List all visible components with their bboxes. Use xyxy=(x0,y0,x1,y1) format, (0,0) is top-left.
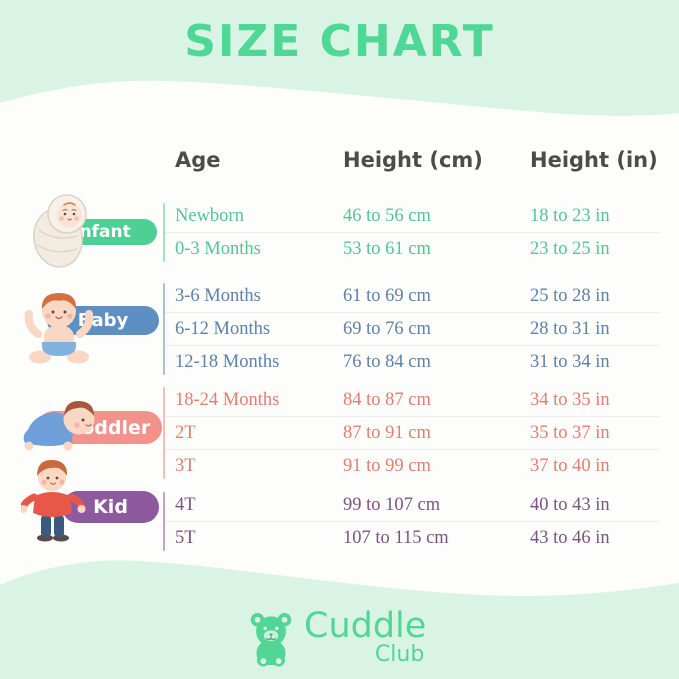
height-cm-cell: 76 to 84 cm xyxy=(343,351,431,372)
height-in-cell: 25 to 28 in xyxy=(530,285,610,306)
table-row: Newborn 46 to 56 cm 18 to 23 in xyxy=(165,200,660,232)
height-in-cell: 34 to 35 in xyxy=(530,389,610,410)
age-cell: 2T xyxy=(175,422,196,443)
height-cm-cell: 46 to 56 cm xyxy=(343,205,431,226)
teddy-bear-icon xyxy=(250,612,292,667)
toddler-label-pill: Toddler xyxy=(37,411,162,444)
height-in-cell: 35 to 37 in xyxy=(530,422,610,443)
page-title: SIZE CHART xyxy=(184,16,495,67)
header-height-cm: Height (cm) xyxy=(343,148,483,172)
size-group-infant: Newborn 46 to 56 cm 18 to 23 in 0-3 Mont… xyxy=(163,200,660,265)
table-row: 2T 87 to 91 cm 35 to 37 in xyxy=(165,416,660,449)
height-in-cell: 40 to 43 in xyxy=(530,494,610,515)
age-cell: 18-24 Months xyxy=(175,389,280,410)
age-cell: 12-18 Months xyxy=(175,351,280,372)
header-height-in: Height (in) xyxy=(530,148,658,172)
toddler-label: Toddler xyxy=(70,416,151,439)
baby-group-bar xyxy=(163,283,165,375)
infant-label-pill: Infant xyxy=(47,219,157,245)
height-in-cell: 23 to 25 in xyxy=(530,238,610,259)
height-in-cell: 18 to 23 in xyxy=(530,205,610,226)
age-cell: 4T xyxy=(175,494,196,515)
height-cm-cell: 87 to 91 cm xyxy=(343,422,431,443)
age-cell: 6-12 Months xyxy=(175,318,271,339)
header-age: Age xyxy=(175,148,221,172)
infant-group-bar xyxy=(163,203,165,262)
age-cell: 3T xyxy=(175,455,196,476)
height-in-cell: 43 to 46 in xyxy=(530,527,610,548)
brand-logo: Cuddle Club xyxy=(244,608,426,670)
age-cell: 0-3 Months xyxy=(175,238,261,259)
height-in-cell: 28 to 31 in xyxy=(530,318,610,339)
table-row: 3T 91 to 99 cm 37 to 40 in xyxy=(165,449,660,482)
table-row: 3-6 Months 61 to 69 cm 25 to 28 in xyxy=(165,280,660,312)
brand-name: Cuddle xyxy=(304,606,427,646)
height-in-cell: 31 to 34 in xyxy=(530,351,610,372)
height-cm-cell: 91 to 99 cm xyxy=(343,455,431,476)
height-cm-cell: 84 to 87 cm xyxy=(343,389,431,410)
table-header: Age Height (cm) Height (in) xyxy=(163,148,660,172)
kid-label: Kid xyxy=(93,496,128,518)
table-row: 6-12 Months 69 to 76 cm 28 to 31 in xyxy=(165,312,660,345)
baby-label-pill: Baby xyxy=(47,306,159,335)
age-cell: Newborn xyxy=(175,205,244,226)
age-cell: 3-6 Months xyxy=(175,285,261,306)
height-in-cell: 37 to 40 in xyxy=(530,455,610,476)
table-row: 5T 107 to 115 cm 43 to 46 in xyxy=(165,521,660,554)
age-cell: 5T xyxy=(175,527,196,548)
brand-subname: Club xyxy=(374,642,425,667)
height-cm-cell: 61 to 69 cm xyxy=(343,285,431,306)
size-group-toddler: 18-24 Months 84 to 87 cm 34 to 35 in 2T … xyxy=(163,384,660,482)
kid-label-pill: Kid xyxy=(62,491,159,523)
infant-label: Infant xyxy=(73,222,131,242)
toddler-group-bar xyxy=(163,387,165,479)
height-cm-cell: 99 to 107 cm xyxy=(343,494,441,515)
kid-group-bar xyxy=(163,492,165,551)
size-group-kid: 4T 99 to 107 cm 40 to 43 in 5T 107 to 11… xyxy=(163,489,660,554)
table-row: 18-24 Months 84 to 87 cm 34 to 35 in xyxy=(165,384,660,416)
baby-label: Baby xyxy=(77,310,129,331)
table-row: 12-18 Months 76 to 84 cm 31 to 34 in xyxy=(165,345,660,378)
height-cm-cell: 69 to 76 cm xyxy=(343,318,431,339)
table-row: 4T 99 to 107 cm 40 to 43 in xyxy=(165,489,660,521)
height-cm-cell: 53 to 61 cm xyxy=(343,238,431,259)
table-row: 0-3 Months 53 to 61 cm 23 to 25 in xyxy=(165,232,660,265)
height-cm-cell: 107 to 115 cm xyxy=(343,527,449,548)
size-group-baby: 3-6 Months 61 to 69 cm 25 to 28 in 6-12 … xyxy=(163,280,660,378)
